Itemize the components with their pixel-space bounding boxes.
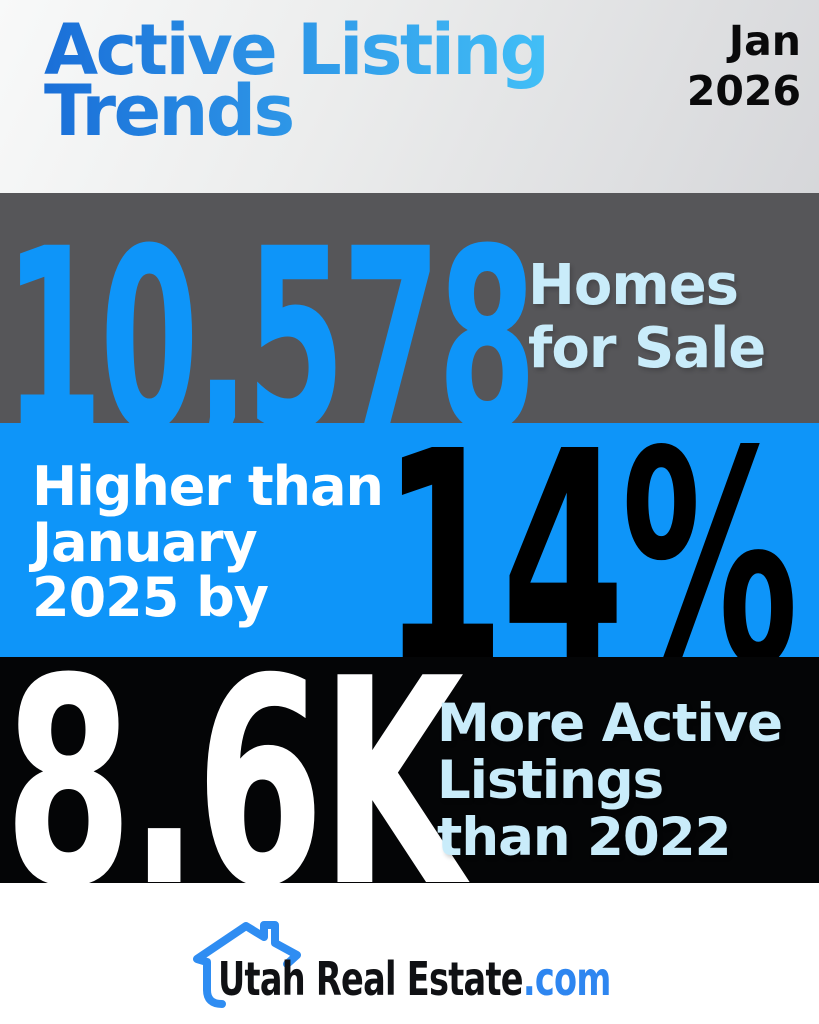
yoy-change-label: Higher than January 2025 by bbox=[32, 455, 384, 630]
vs-2022-value: 8.6K bbox=[4, 657, 464, 883]
yoy-change-label-line1: Higher than bbox=[32, 455, 384, 518]
brand-tld: .com bbox=[522, 952, 612, 1006]
report-date-month: Jan bbox=[728, 17, 801, 65]
report-date: Jan 2026 bbox=[687, 16, 801, 116]
house-outline-icon bbox=[193, 921, 301, 1008]
page-title: Active Listing Trends bbox=[44, 20, 547, 142]
homes-for-sale-label: Homes for Sale bbox=[528, 253, 766, 381]
homes-for-sale-value: 10,578 bbox=[4, 195, 537, 424]
vs-2022-label: More Active Listings than 2022 bbox=[437, 693, 783, 869]
homes-for-sale-band: 10,578 Homes for Sale bbox=[0, 193, 819, 423]
vs-2022-label-line1: More Active bbox=[437, 693, 783, 754]
header-band: Active Listing Trends Jan 2026 bbox=[0, 0, 819, 193]
yoy-change-label-line2: January bbox=[32, 510, 258, 574]
homes-for-sale-label-line2: for Sale bbox=[528, 315, 766, 381]
report-date-year: 2026 bbox=[686, 67, 801, 116]
homes-for-sale-label-line1: Homes bbox=[528, 253, 739, 318]
vs-2022-label-line2: Listings bbox=[437, 750, 664, 812]
yoy-change-band: Higher than January 2025 by 14% bbox=[0, 423, 819, 657]
vs-2022-label-line3: than 2022 bbox=[437, 807, 732, 869]
brand-wordmark: Utah Real Estate.com bbox=[218, 956, 611, 1002]
brand-logo: Utah Real Estate.com bbox=[0, 883, 819, 1024]
footer-band: Utah Real Estate.com bbox=[0, 883, 819, 1024]
yoy-change-label-line3: 2025 by bbox=[32, 566, 269, 630]
brand-name: Utah Real Estate bbox=[218, 952, 524, 1006]
yoy-change-value: 14% bbox=[382, 423, 798, 657]
vs-2022-band: 8.6K More Active Listings than 2022 bbox=[0, 657, 819, 883]
